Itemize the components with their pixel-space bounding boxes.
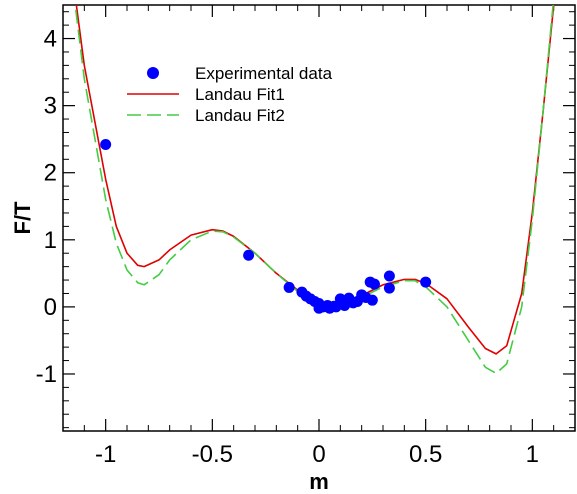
x-axis-title: m — [309, 469, 329, 494]
data-point — [383, 282, 395, 294]
legend: Experimental data Landau Fit1 Landau Fit2 — [127, 64, 333, 125]
data-point — [330, 301, 342, 313]
series-line-landau-fit2 — [74, 5, 554, 375]
series — [74, 5, 555, 375]
data-point — [420, 276, 432, 288]
x-tick-label: -1 — [95, 441, 116, 468]
y-axis-title: F/T — [10, 201, 35, 235]
x-tick-label: -0.5 — [192, 441, 233, 468]
data-point — [100, 139, 112, 151]
legend-marker — [147, 67, 159, 79]
x-tick-label: 0.5 — [409, 441, 442, 468]
data-point — [243, 249, 255, 261]
data-point — [383, 270, 395, 282]
legend-label: Experimental data — [195, 64, 333, 83]
y-tick-label: 1 — [44, 227, 57, 254]
y-tick-label: 2 — [44, 160, 57, 187]
x-tick-label: 1 — [526, 441, 539, 468]
y-tick-label: 0 — [44, 294, 57, 321]
x-tick-label: 0 — [312, 441, 325, 468]
y-tick-label: 4 — [44, 26, 57, 53]
legend-label: Landau Fit2 — [195, 106, 285, 125]
tick-labels: -1 -0.5 0 0.5 1 -1 0 1 2 3 4 — [36, 26, 539, 468]
legend-label: Landau Fit1 — [195, 85, 285, 104]
data-point — [366, 294, 378, 306]
ticks — [62, 5, 576, 431]
data-point — [368, 278, 380, 290]
data-point — [283, 281, 295, 293]
y-tick-label: 3 — [44, 93, 57, 120]
y-tick-label: -1 — [36, 361, 57, 388]
